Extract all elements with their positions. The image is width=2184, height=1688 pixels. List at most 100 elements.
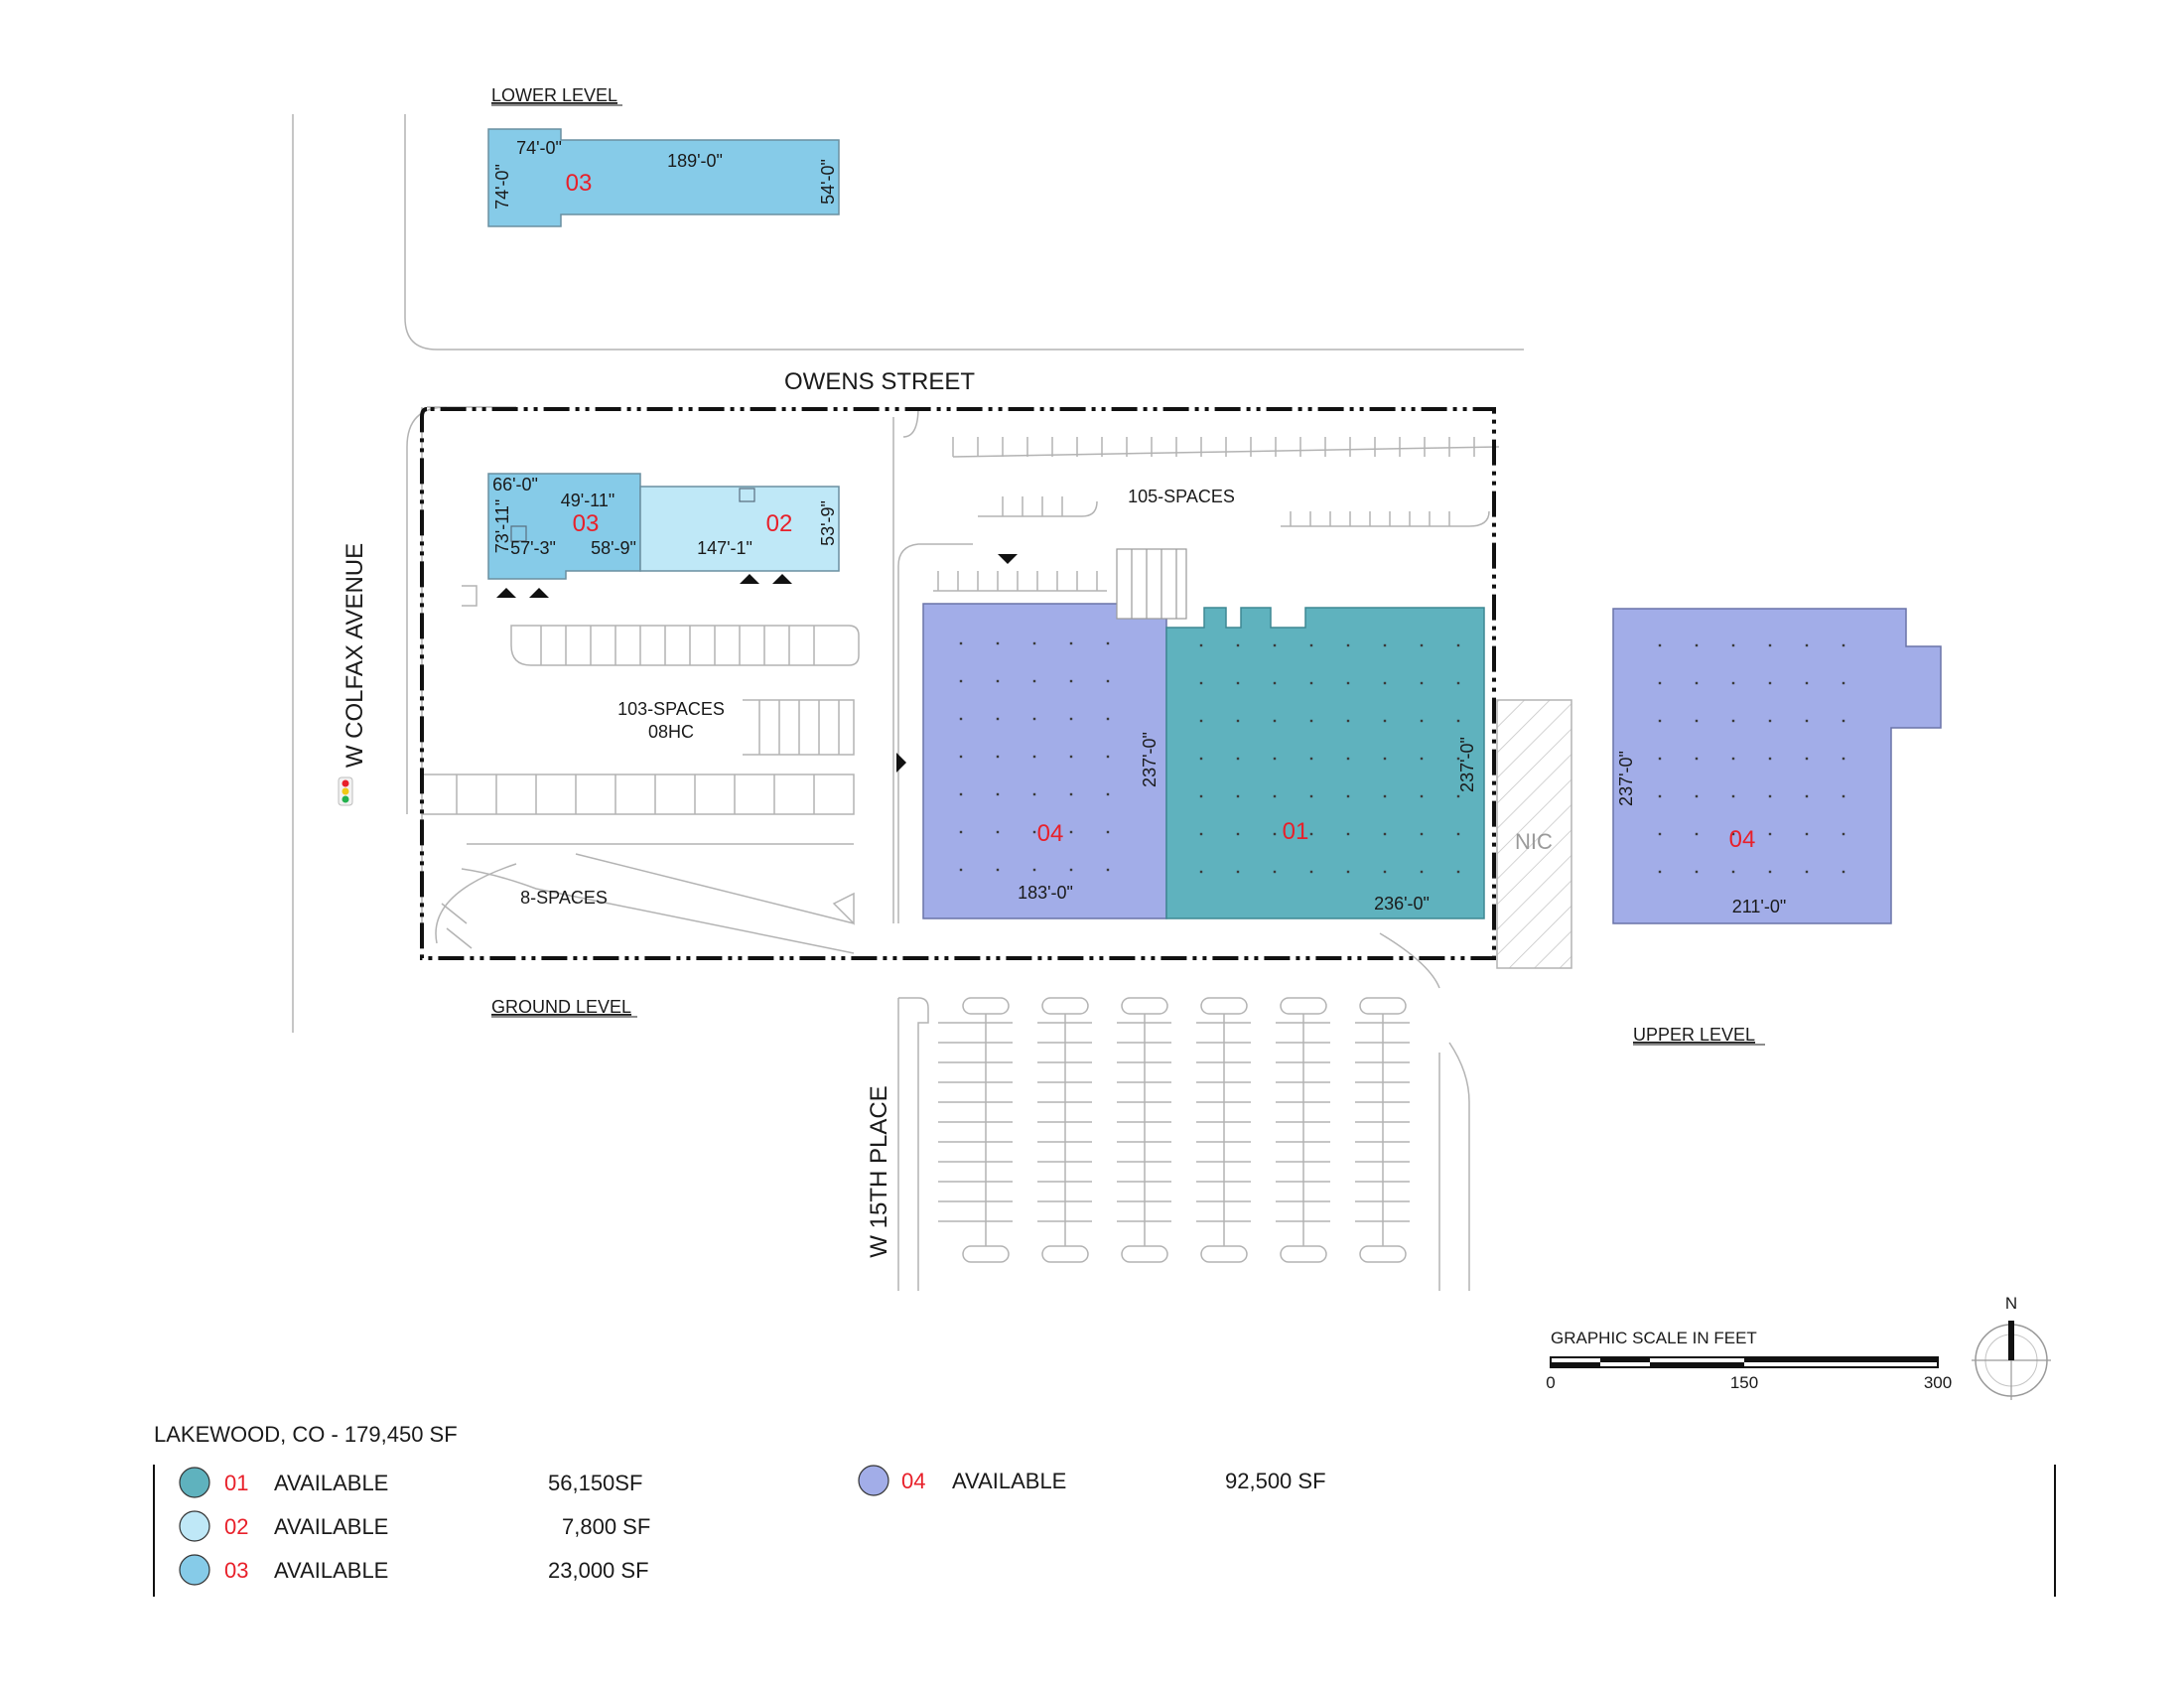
column-dot [996,792,1000,796]
legend-item-02-status: AVAILABLE [274,1514,388,1539]
column-dot [1199,719,1203,723]
column-dot [1842,681,1845,685]
parking-west-hc-label: 08HC [648,722,694,742]
north-label: N [2005,1294,2017,1313]
column-dot [1106,641,1110,645]
column-dot [1842,870,1845,874]
column-dot [1420,757,1424,761]
column-dot [1383,757,1387,761]
column-dot [1695,870,1699,874]
column-dot [1420,643,1424,647]
column-dot [1273,757,1277,761]
column-dot [1346,681,1350,685]
column-dot [1106,717,1110,721]
column-dot [1199,757,1203,761]
column-dot [1069,641,1073,645]
column-dot [1236,794,1240,798]
dim-lower-74-h: 74'-0" [492,164,512,210]
column-dot [996,679,1000,683]
column-dot [1106,792,1110,796]
column-dot [1106,755,1110,759]
column-dot [1383,870,1387,874]
dim-ground-183: 183'-0" [1018,883,1073,903]
column-dot [1346,719,1350,723]
column-dot [1658,719,1662,723]
column-dot [1456,870,1460,874]
column-dot [959,717,963,721]
column-dot [1731,870,1735,874]
scale-tick-150: 150 [1730,1373,1758,1392]
column-dot [1032,717,1036,721]
dim-ground-53: 53'-9" [818,500,838,546]
column-dot [959,641,963,645]
legend-item-01: 01 AVAILABLE 56,150SF [179,1467,642,1498]
column-dot [1309,757,1313,761]
column-dot [1346,832,1350,836]
legend-item-04-id: 04 [901,1469,925,1493]
legend-item-01-status: AVAILABLE [274,1471,388,1495]
column-dot [1420,719,1424,723]
column-dot [1383,719,1387,723]
unit-03-lower-shape [487,128,840,227]
column-dot [1032,830,1036,834]
column-dot [1309,719,1313,723]
column-dot [1236,832,1240,836]
column-dot [1768,719,1772,723]
dim-ground-237-b: 237'-0" [1457,737,1477,792]
owens-street-label: OWENS STREET [784,368,975,395]
column-dot [1695,757,1699,761]
ground-west-building [487,473,840,580]
column-dot [1805,794,1809,798]
column-dot [1731,681,1735,685]
column-dot [1236,870,1240,874]
graphic-scale: GRAPHIC SCALE IN FEET 0 150 300 [1546,1329,1952,1392]
column-dot [1805,643,1809,647]
column-dot [1346,757,1350,761]
column-grid [959,641,1845,874]
w-colfax-avenue-label: W COLFAX AVENUE [341,543,368,768]
column-dot [1658,681,1662,685]
column-dot [1731,643,1735,647]
column-dot [1383,794,1387,798]
column-dot [1236,757,1240,761]
column-dot [1199,643,1203,647]
column-dot [1768,643,1772,647]
column-dot [1456,832,1460,836]
legend-item-04-area: 92,500 SF [1225,1469,1326,1493]
column-dot [1032,641,1036,645]
column-dot [1069,792,1073,796]
legend-item-02-id: 02 [224,1514,248,1539]
entry-arrows [496,554,1018,773]
column-dot [1456,681,1460,685]
column-dot [1069,679,1073,683]
column-dot [1842,794,1845,798]
column-dot [1199,870,1203,874]
column-dot [1842,832,1845,836]
upper-level-label: UPPER LEVEL [1633,1025,1755,1045]
column-dot [1309,832,1313,836]
dim-upper-211: 211'-0" [1732,897,1787,916]
w-15th-place-label: W 15TH PLACE [866,1085,892,1257]
column-dot [1456,719,1460,723]
column-dot [1032,755,1036,759]
nic-label: NIC [1515,829,1553,854]
unit-02-ground-label: 02 [766,510,793,537]
column-dot [1658,870,1662,874]
legend-item-01-id: 01 [224,1471,248,1495]
column-dot [1273,719,1277,723]
dim-ground-147: 147'-1" [697,538,752,558]
column-dot [1069,755,1073,759]
column-dot [1236,643,1240,647]
column-dot [959,755,963,759]
column-dot [1731,757,1735,761]
column-dot [1309,643,1313,647]
column-dot [1346,643,1350,647]
ground-east-building [922,548,1485,919]
column-dot [1658,643,1662,647]
ground-level-label: GROUND LEVEL [491,997,631,1017]
column-dot [1069,868,1073,872]
column-dot [1309,870,1313,874]
column-dot [1456,757,1460,761]
column-dot [1768,870,1772,874]
unit-04-upper-shape [1612,608,1942,924]
